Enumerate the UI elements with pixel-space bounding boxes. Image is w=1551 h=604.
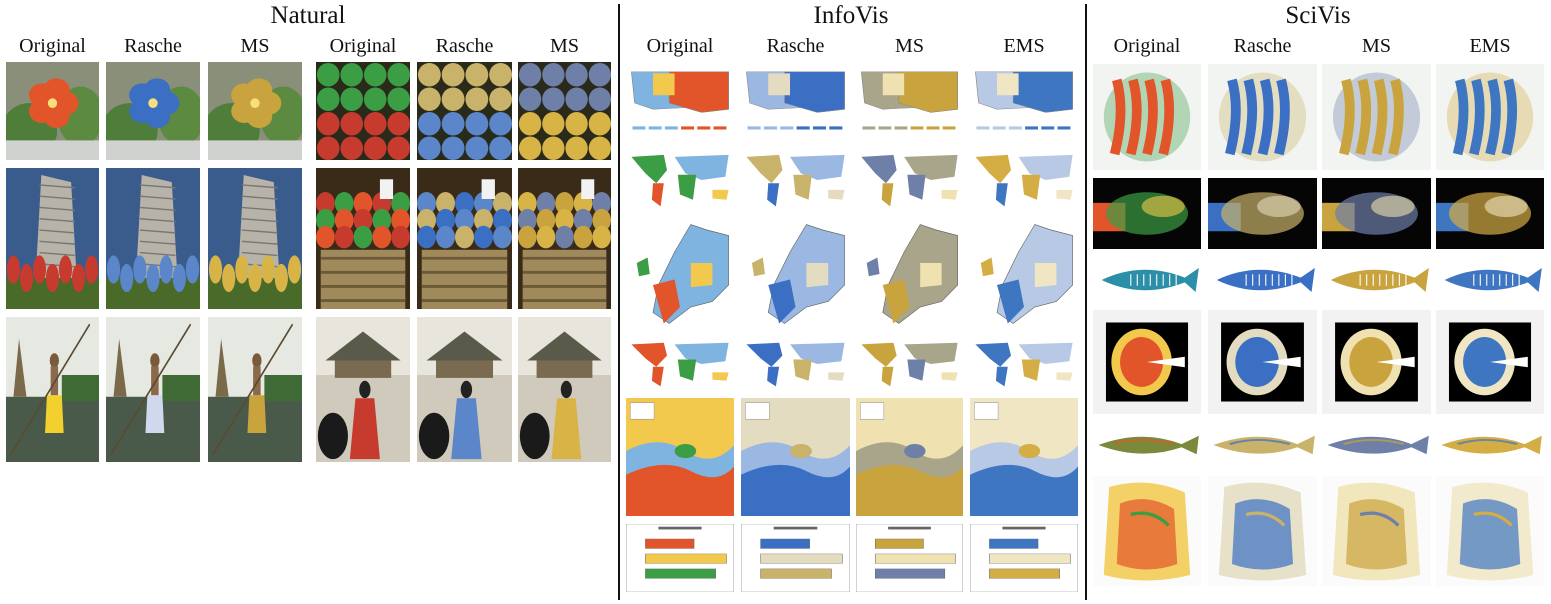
- scivis-thumb-r6-c4: [1436, 476, 1544, 586]
- natural-column-header-5: Rasche: [435, 35, 494, 57]
- scivis-thumb-r4-c4: [1436, 310, 1544, 414]
- infovis-thumb-r3-c3: [856, 219, 963, 329]
- infovis-thumb-r5-c2: [741, 398, 850, 516]
- scivis-thumb-r5-c4: [1436, 422, 1544, 468]
- natural-thumb-r1-c1: [6, 62, 99, 160]
- scivis-thumb-r5-c3: [1322, 422, 1431, 468]
- scivis-thumb-r6-c2: [1208, 476, 1317, 586]
- infovis-thumb-r2-c4: [970, 147, 1078, 213]
- scivis-thumb-r4-c2: [1208, 310, 1317, 414]
- scivis-thumb-r5-c1: [1093, 422, 1201, 468]
- natural-column-header-1: Original: [19, 35, 86, 57]
- scivis-column-header-1: Original: [1113, 35, 1181, 57]
- scivis-thumb-r6-c1: [1093, 476, 1201, 586]
- scivis-thumb-r2-c4: [1436, 178, 1544, 249]
- infovis-column-header-3: MS: [895, 35, 924, 57]
- natural-column-header-4: Original: [329, 35, 397, 57]
- natural-thumb-r3-c5: [417, 317, 512, 462]
- infovis-column-header-4: EMS: [1003, 35, 1045, 57]
- section-title-natural: Natural: [270, 2, 346, 29]
- scivis-thumb-r3-c3: [1322, 256, 1431, 304]
- natural-thumb-r3-c2: [106, 317, 200, 462]
- natural-thumb-r2-c2: [106, 168, 200, 309]
- scivis-thumb-r3-c4: [1436, 256, 1544, 304]
- infovis-thumb-r6-c3: [856, 524, 963, 592]
- infovis-thumb-r2-c3: [856, 147, 963, 213]
- scivis-thumb-r4-c3: [1322, 310, 1431, 414]
- scivis-column-header-4: EMS: [1469, 35, 1511, 57]
- scivis-thumb-r3-c1: [1093, 256, 1201, 304]
- natural-column-header-3: MS: [240, 35, 270, 57]
- scivis-thumb-r1-c3: [1322, 64, 1431, 170]
- natural-thumb-r1-c5: [417, 62, 512, 160]
- scivis-column-header-3: MS: [1362, 35, 1391, 57]
- infovis-thumb-r5-c1: [626, 398, 734, 516]
- scivis-thumb-r4-c1: [1093, 310, 1201, 414]
- scivis-thumb-r6-c3: [1322, 476, 1431, 586]
- natural-thumb-r2-c3: [208, 168, 302, 309]
- natural-thumb-r2-c4: [316, 168, 410, 309]
- section-divider-2: [1085, 4, 1087, 600]
- infovis-thumb-r3-c2: [741, 219, 850, 329]
- natural-thumb-r2-c6: [518, 168, 611, 309]
- infovis-thumb-r5-c3: [856, 398, 963, 516]
- natural-thumb-r3-c6: [518, 317, 611, 462]
- natural-thumb-r2-c5: [417, 168, 512, 309]
- infovis-thumb-r1-c3: [856, 64, 963, 142]
- natural-column-header-2: Rasche: [124, 35, 182, 57]
- infovis-thumb-r1-c4: [970, 64, 1078, 142]
- infovis-thumb-r6-c4: [970, 524, 1078, 592]
- natural-thumb-r3-c1: [6, 317, 99, 462]
- natural-thumb-r1-c3: [208, 62, 302, 160]
- section-title-scivis: SciVis: [1285, 2, 1351, 29]
- scivis-thumb-r2-c1: [1093, 178, 1201, 249]
- scivis-thumb-r2-c2: [1208, 178, 1317, 249]
- natural-thumb-r2-c1: [6, 168, 99, 309]
- scivis-thumb-r5-c2: [1208, 422, 1317, 468]
- section-divider-1: [618, 4, 620, 600]
- infovis-column-header-1: Original: [646, 35, 714, 57]
- infovis-thumb-r6-c1: [626, 524, 734, 592]
- infovis-thumb-r2-c1: [626, 147, 734, 213]
- infovis-thumb-r1-c2: [741, 64, 850, 142]
- infovis-thumb-r3-c1: [626, 219, 734, 329]
- infovis-thumb-r4-c1: [626, 336, 734, 392]
- infovis-thumb-r2-c2: [741, 147, 850, 213]
- infovis-thumb-r4-c2: [741, 336, 850, 392]
- natural-thumb-r1-c2: [106, 62, 200, 160]
- infovis-thumb-r3-c4: [970, 219, 1078, 329]
- natural-thumb-r1-c6: [518, 62, 611, 160]
- natural-thumb-r3-c3: [208, 317, 302, 462]
- scivis-thumb-r1-c4: [1436, 64, 1544, 170]
- scivis-thumb-r1-c1: [1093, 64, 1201, 170]
- scivis-column-header-2: Rasche: [1233, 35, 1292, 57]
- section-title-infovis: InfoVis: [813, 2, 889, 29]
- scivis-thumb-r2-c3: [1322, 178, 1431, 249]
- infovis-thumb-r5-c4: [970, 398, 1078, 516]
- natural-thumb-r1-c4: [316, 62, 410, 160]
- scivis-thumb-r1-c2: [1208, 64, 1317, 170]
- natural-thumb-r3-c4: [316, 317, 410, 462]
- infovis-column-header-2: Rasche: [766, 35, 825, 57]
- infovis-thumb-r4-c4: [970, 336, 1078, 392]
- infovis-thumb-r1-c1: [626, 64, 734, 142]
- infovis-thumb-r4-c3: [856, 336, 963, 392]
- infovis-thumb-r6-c2: [741, 524, 850, 592]
- scivis-thumb-r3-c2: [1208, 256, 1317, 304]
- natural-column-header-6: MS: [550, 35, 579, 57]
